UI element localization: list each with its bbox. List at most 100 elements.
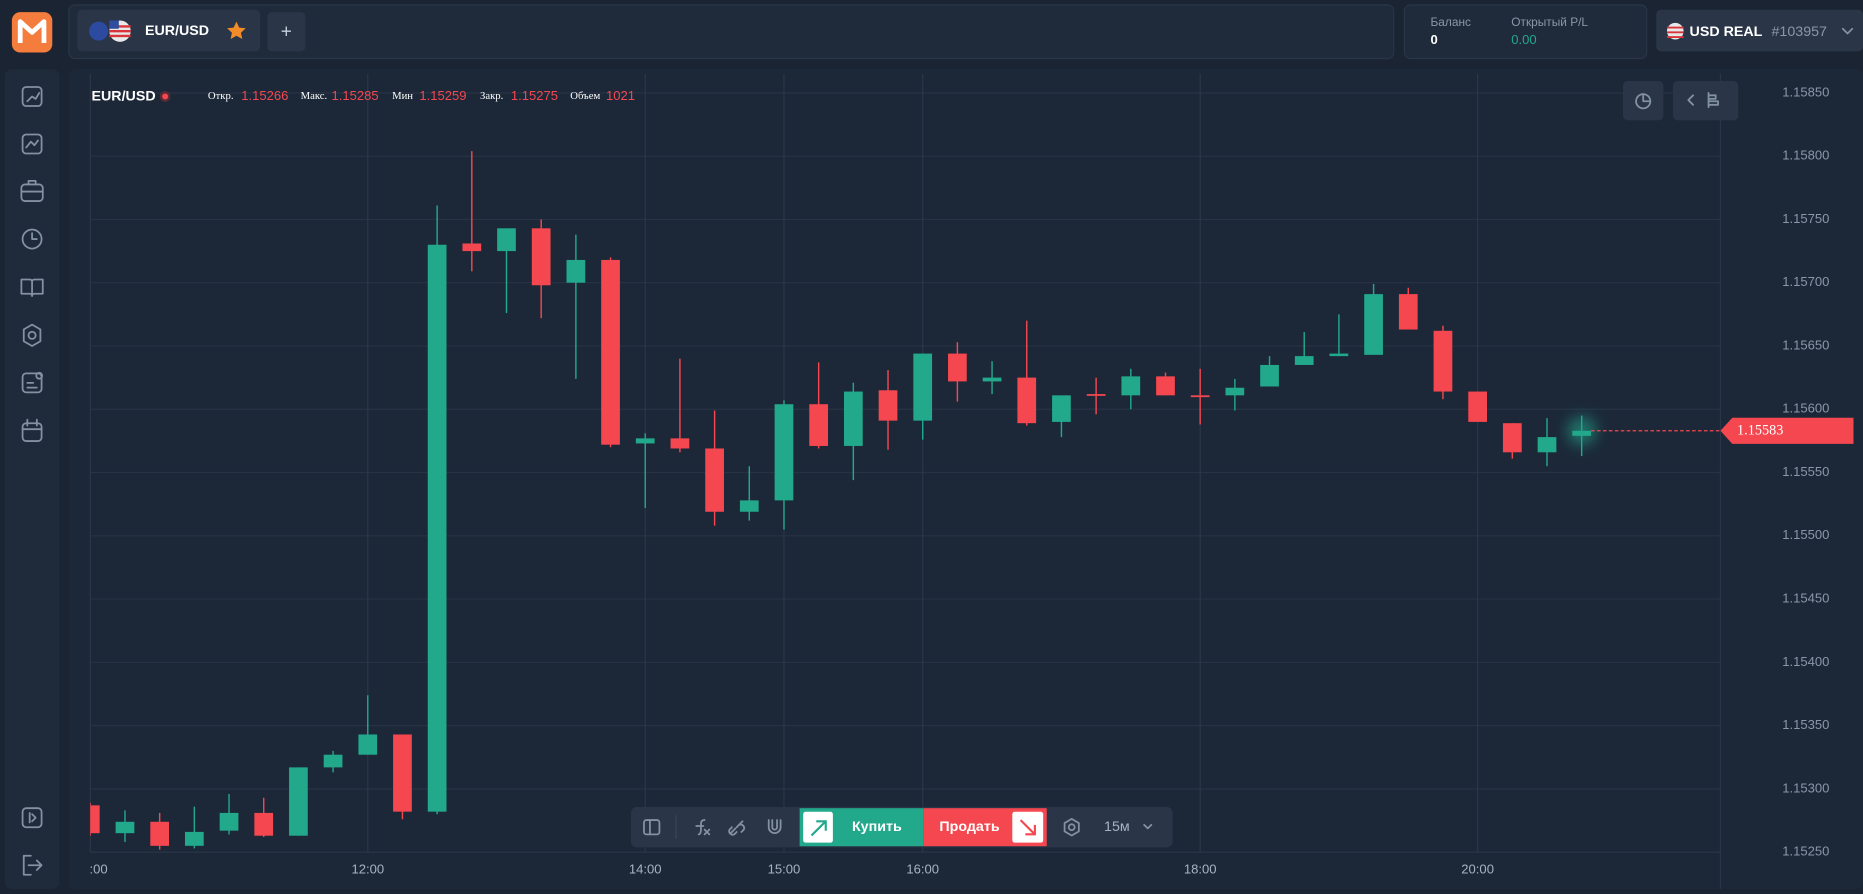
flag-eu bbox=[89, 21, 109, 41]
candle-body bbox=[1398, 294, 1418, 330]
candle-body bbox=[115, 821, 135, 834]
logo[interactable] bbox=[11, 12, 53, 53]
y-tick-label: 1.15800 bbox=[1782, 148, 1829, 163]
tool-draw[interactable] bbox=[728, 820, 745, 836]
nav-history[interactable] bbox=[21, 228, 43, 250]
candle-body bbox=[150, 821, 170, 846]
x-tick-label: 20:00 bbox=[1461, 861, 1494, 876]
add-tab-button[interactable] bbox=[267, 12, 306, 52]
candle-body bbox=[1260, 364, 1279, 387]
y-tick-label: 1.15650 bbox=[1782, 337, 1829, 352]
candle-body bbox=[531, 228, 551, 286]
ohlc-value: 1.15275 bbox=[511, 88, 558, 103]
nav-portfolio[interactable] bbox=[20, 179, 44, 202]
pnl-label: Открытый P/L bbox=[1511, 15, 1588, 29]
add-tab-label: + bbox=[281, 21, 292, 42]
candle-body bbox=[913, 353, 933, 421]
candle-body bbox=[739, 500, 759, 512]
chart-type-icon bbox=[1635, 93, 1652, 110]
candle-body bbox=[878, 390, 898, 421]
y-tick-label: 1.15300 bbox=[1782, 780, 1829, 795]
top-bar bbox=[68, 4, 1395, 60]
chart-panel bbox=[68, 69, 1863, 889]
tool-indicators[interactable] bbox=[695, 819, 711, 836]
candle-body bbox=[323, 754, 343, 768]
nav-logout[interactable] bbox=[22, 854, 43, 876]
tool-settings[interactable] bbox=[1063, 817, 1080, 837]
timeframe-label[interactable]: 15м bbox=[1104, 819, 1130, 835]
buy-label: Купить bbox=[852, 819, 902, 835]
nav-settings[interactable] bbox=[22, 323, 42, 347]
x-tick-label: :00 bbox=[90, 861, 108, 876]
candle-body bbox=[1017, 377, 1037, 424]
balance-label: Баланс bbox=[1431, 15, 1471, 29]
candle-body bbox=[1156, 376, 1175, 396]
candle-body bbox=[393, 734, 412, 812]
candle-body bbox=[184, 831, 204, 846]
ohlc-value: 1.15285 bbox=[331, 88, 378, 103]
candle-body bbox=[774, 404, 794, 501]
candle-body bbox=[948, 353, 967, 382]
candle-body bbox=[1572, 430, 1592, 436]
x-tick-label: 18:00 bbox=[1184, 861, 1217, 876]
nav-chart[interactable] bbox=[21, 86, 43, 107]
chart-symbol: EUR/USD bbox=[91, 88, 155, 104]
candle-body bbox=[462, 243, 482, 252]
tab-symbol: EUR/USD bbox=[145, 23, 209, 39]
x-tick-label: 16:00 bbox=[906, 861, 939, 876]
x-tick-label: 14:00 bbox=[629, 861, 662, 876]
y-tick-label: 1.15750 bbox=[1782, 211, 1829, 226]
ohlc-label: Макс. bbox=[301, 90, 328, 102]
nav-expand[interactable] bbox=[21, 807, 43, 829]
live-dot bbox=[159, 91, 171, 102]
candle-body bbox=[843, 391, 863, 446]
nav-calendar[interactable] bbox=[21, 418, 43, 442]
candles bbox=[90, 151, 1596, 850]
candle-body bbox=[254, 812, 274, 836]
panel-toggle-icon bbox=[1687, 92, 1719, 109]
ohlc-value: 1021 bbox=[606, 88, 635, 103]
account-flag-stripes bbox=[1666, 26, 1684, 39]
account-chevron bbox=[1841, 27, 1854, 35]
ohlc-value: 1.15259 bbox=[419, 88, 466, 103]
candle-body bbox=[497, 228, 516, 252]
candle-body bbox=[1294, 356, 1314, 365]
candle-body bbox=[1364, 294, 1383, 355]
nav-analysis[interactable] bbox=[21, 133, 43, 155]
account-id: #103957 bbox=[1772, 24, 1828, 40]
sidebar-icons bbox=[20, 86, 44, 876]
favorite-star[interactable] bbox=[227, 21, 246, 39]
sidebar bbox=[4, 69, 60, 889]
candle-body bbox=[1468, 391, 1488, 422]
account-name: USD REAL bbox=[1690, 24, 1763, 40]
candle-body bbox=[219, 812, 239, 831]
timeframe-chevron bbox=[1143, 823, 1153, 830]
y-tick-label: 1.15550 bbox=[1782, 464, 1829, 479]
nav-news[interactable] bbox=[21, 371, 44, 394]
candle-body bbox=[1502, 423, 1522, 453]
panel-toggle-button[interactable] bbox=[1672, 81, 1739, 121]
y-tick-label: 1.15850 bbox=[1782, 84, 1829, 99]
ohlc-legend: Откр. 1.15266 Макс. 1.15285 Мин 1.15259 Закр. 1… bbox=[208, 88, 635, 103]
tool-layout[interactable] bbox=[643, 819, 661, 836]
current-price-tag bbox=[1720, 417, 1854, 444]
y-tick-label: 1.15350 bbox=[1782, 717, 1829, 732]
sell-label: Продать bbox=[939, 819, 999, 835]
y-tick-label: 1.15700 bbox=[1782, 274, 1829, 289]
tool-magnet[interactable] bbox=[767, 819, 782, 835]
account-selector[interactable] bbox=[1656, 9, 1863, 52]
pnl-value: 0.00 bbox=[1511, 32, 1536, 47]
candle-body bbox=[1086, 394, 1106, 396]
candle-body bbox=[1537, 437, 1557, 453]
candle-body bbox=[670, 438, 690, 449]
y-tick-label: 1.15450 bbox=[1782, 591, 1829, 606]
y-tick-label: 1.15250 bbox=[1782, 844, 1829, 859]
x-tick-label: 15:00 bbox=[768, 861, 801, 876]
nav-learn[interactable] bbox=[20, 278, 44, 297]
candle-body bbox=[90, 805, 100, 834]
candle-body bbox=[1190, 395, 1210, 398]
candle-body bbox=[809, 404, 829, 446]
candle-body bbox=[566, 259, 586, 283]
